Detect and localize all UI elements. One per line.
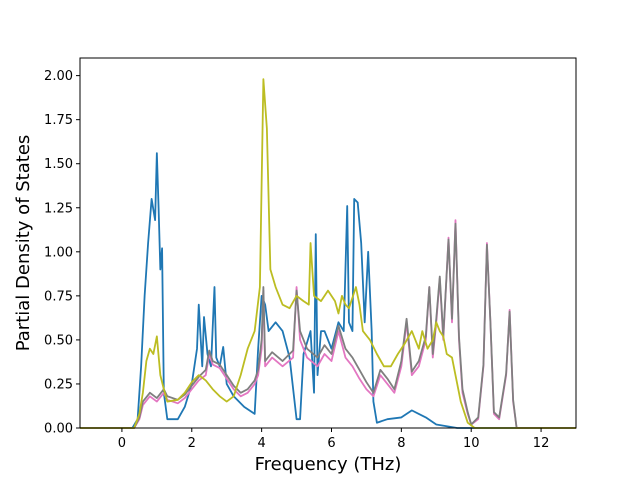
pdos-series-line-4 (80, 78, 576, 429)
pdos-series-line-3 (80, 222, 576, 429)
y-tick-label: 0.75 (44, 289, 73, 304)
pdos-series-line-1 (80, 152, 576, 429)
x-tick-label: 0 (118, 436, 126, 451)
y-tick-label: 2.00 (44, 69, 73, 84)
y-tick-label: 1.25 (44, 201, 73, 216)
x-axis-title: Frequency (THz) (255, 454, 402, 475)
y-tick-label: 1.00 (44, 245, 73, 260)
y-tick-label: 1.50 (44, 157, 73, 172)
y-tick-label: 0.50 (44, 333, 73, 348)
x-tick-label: 12 (533, 436, 550, 451)
x-tick-label: 4 (257, 436, 265, 451)
x-axis-ticks: 0 2 4 6 8 10 12 (118, 428, 550, 451)
y-axis-title: Partial Density of States (13, 135, 34, 352)
x-tick-label: 2 (188, 436, 196, 451)
plot-frame (79, 57, 577, 429)
y-tick-label: 0.00 (44, 422, 73, 437)
y-tick-label: 0.25 (44, 377, 73, 392)
plot-lines (80, 78, 576, 429)
y-tick-label: 1.75 (44, 113, 73, 128)
x-tick-label: 10 (463, 436, 480, 451)
y-axis-ticks: 0.00 0.25 0.50 0.75 1.00 1.25 1.50 1.75 2.00 (44, 69, 80, 437)
x-tick-label: 6 (327, 436, 335, 451)
x-tick-label: 8 (397, 436, 405, 451)
